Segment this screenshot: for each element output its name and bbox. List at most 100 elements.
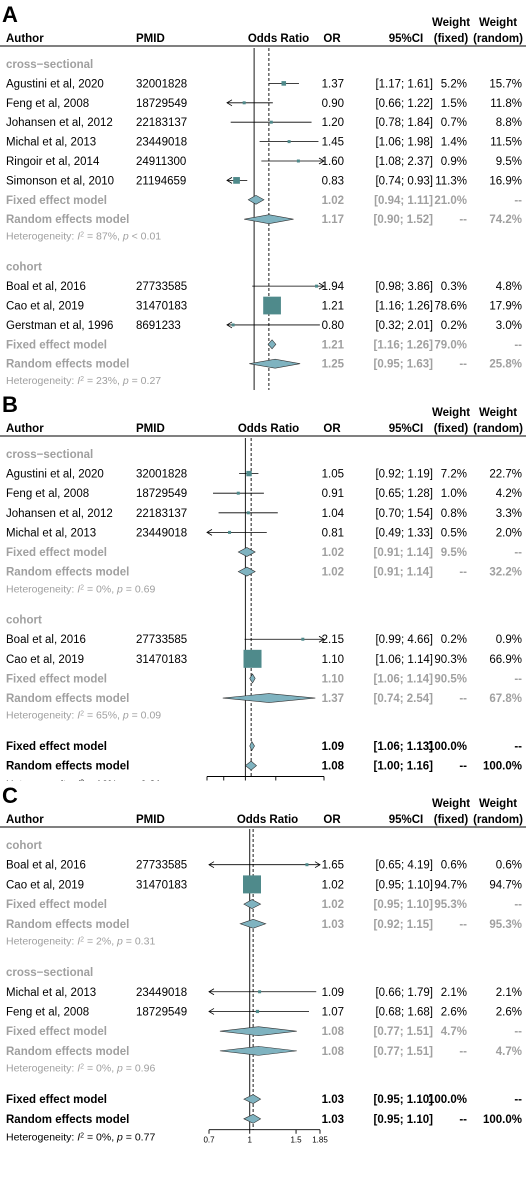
or-value: 1.21 (322, 339, 345, 351)
weight-random-value: 15.7% (489, 78, 522, 90)
ci-value: [1.06; 1.14] (375, 654, 433, 666)
weight-random-value: 66.9% (489, 654, 522, 666)
study-author: Feng et al, 2008 (6, 1006, 89, 1018)
weight-fixed-value: 1.0% (441, 488, 467, 500)
weight-fixed-value: 78.6% (434, 301, 467, 313)
random-model-label: Random effects model (6, 1046, 129, 1058)
x-tick-label: 1.85 (312, 1136, 328, 1145)
ci-value: [0.91; 1.14] (374, 567, 434, 579)
study-author: Ringoir et al, 2014 (6, 156, 100, 168)
study-pmid: 23449018 (136, 137, 187, 149)
weight-random-value: 2.0% (496, 527, 522, 539)
summary-diamond (243, 899, 262, 909)
ci-value: [0.66; 1.22] (375, 98, 433, 110)
summary-diamond (243, 1113, 262, 1124)
ci-value: [0.91; 1.14] (374, 547, 434, 559)
ci-value: [1.17; 1.61] (375, 78, 433, 90)
weight-fixed-value: 9.5% (441, 547, 467, 559)
weight-random-value: 100.0% (483, 1114, 522, 1126)
weight-fixed-value: 100.0% (428, 1094, 467, 1106)
or-value: 1.08 (322, 1026, 345, 1038)
weight-random-value: 67.8% (489, 693, 522, 705)
header-ci: 95%CI (389, 814, 424, 826)
study-author: Boal et al, 2016 (6, 281, 86, 293)
study-pmid: 23449018 (136, 987, 187, 999)
study-pmid: 31470183 (136, 654, 187, 666)
study-author: Michal et al, 2013 (6, 527, 96, 539)
random-model-label: Random effects model (6, 214, 129, 226)
weight-fixed-value: 2.1% (441, 987, 467, 999)
study-point (296, 159, 300, 163)
ci-value: [0.90; 1.52] (374, 214, 434, 226)
weight-random-value: -- (514, 673, 522, 685)
heterogeneity-text: Heterogeneity: I2 = 2%, p = 0.31 (6, 936, 155, 948)
ci-value: [0.65; 4.19] (375, 860, 433, 872)
summary-diamond (222, 693, 316, 703)
weight-fixed-value: 79.0% (434, 339, 467, 351)
forest-plot-panel-b: B Weight Weight Author PMID Odds Ratio OR 95%CI… (0, 390, 526, 792)
or-value: 0.81 (322, 527, 344, 539)
header-random: (random) (473, 814, 523, 826)
ci-value: [0.68; 1.68] (375, 1006, 433, 1018)
weight-random-value: 94.7% (489, 879, 522, 891)
weight-fixed-value: 90.3% (434, 654, 467, 666)
header-or: OR (323, 33, 341, 45)
ci-value: [1.06; 1.14] (374, 673, 434, 685)
forest-plot-panel-c: C Weight Weight Author PMID Odds Ratio OR 95%CI… (0, 781, 526, 1177)
subgroup-label: cross−sectional (6, 449, 93, 461)
weight-fixed-value: -- (459, 693, 467, 705)
random-model-label: Random effects model (6, 919, 129, 931)
weight-random-value: 22.7% (489, 469, 522, 481)
or-value: 1.10 (322, 673, 344, 685)
ci-value: [0.49; 1.33] (375, 527, 433, 539)
weight-fixed-value: 0.3% (441, 281, 467, 293)
study-point (231, 323, 235, 327)
ci-value: [0.95; 1.10] (375, 879, 433, 891)
or-value: 1.37 (322, 78, 344, 90)
or-value: 0.90 (322, 98, 344, 110)
weight-random-value: -- (514, 741, 522, 753)
study-pmid: 22183137 (136, 508, 187, 520)
study-pmid: 18729549 (136, 488, 187, 500)
study-author: Boal et al, 2016 (6, 860, 86, 872)
or-value: 1.60 (322, 156, 344, 168)
or-value: 1.02 (322, 899, 344, 911)
study-point (315, 284, 319, 288)
panel-letter: B (2, 392, 18, 417)
header-or: OR (323, 814, 341, 826)
or-value: 1.94 (322, 281, 345, 293)
ci-value: [0.95; 1.10] (374, 1094, 434, 1106)
study-pmid: 27733585 (136, 634, 187, 646)
ci-value: [0.32; 2.01] (375, 320, 433, 332)
weight-random-value: 95.3% (489, 919, 522, 931)
summary-diamond (219, 1046, 297, 1056)
overall-fixed-label: Fixed effect model (6, 1094, 107, 1106)
study-author: Agustini et al, 2020 (6, 78, 104, 90)
header-pmid: PMID (136, 814, 165, 826)
study-pmid: 24911300 (136, 156, 186, 168)
ci-value: [0.92; 1.19] (375, 469, 433, 481)
header-ci: 95%CI (389, 33, 424, 45)
weight-random-value: 32.2% (489, 567, 522, 579)
weight-random-value: 4.8% (496, 281, 522, 293)
weight-random-value: 100.0% (483, 761, 522, 773)
random-model-label: Random effects model (6, 693, 129, 705)
ci-value: [1.16; 1.26] (374, 339, 434, 351)
weight-fixed-value: 1.5% (441, 98, 467, 110)
weight-fixed-value: -- (459, 214, 467, 226)
study-point (287, 140, 291, 144)
ci-arrow-right (318, 635, 325, 643)
study-author: Johansen et al, 2012 (6, 117, 113, 129)
or-value: 1.09 (322, 741, 344, 753)
or-value: 1.37 (322, 693, 344, 705)
study-author: Cao et al, 2019 (6, 301, 84, 313)
panel-letter: C (2, 783, 18, 808)
ci-value: [0.95; 1.10] (374, 899, 434, 911)
or-value: 1.21 (322, 301, 344, 313)
header-weight-random: Weight (479, 17, 517, 29)
summary-diamond (244, 760, 257, 771)
forest-plot-panel-a: A Weight Weight Author PMID Odds Ratio OR 95%CI… (0, 0, 526, 456)
weight-random-value: -- (514, 547, 522, 559)
study-point (301, 637, 305, 641)
study-author: Michal et al, 2013 (6, 137, 96, 149)
